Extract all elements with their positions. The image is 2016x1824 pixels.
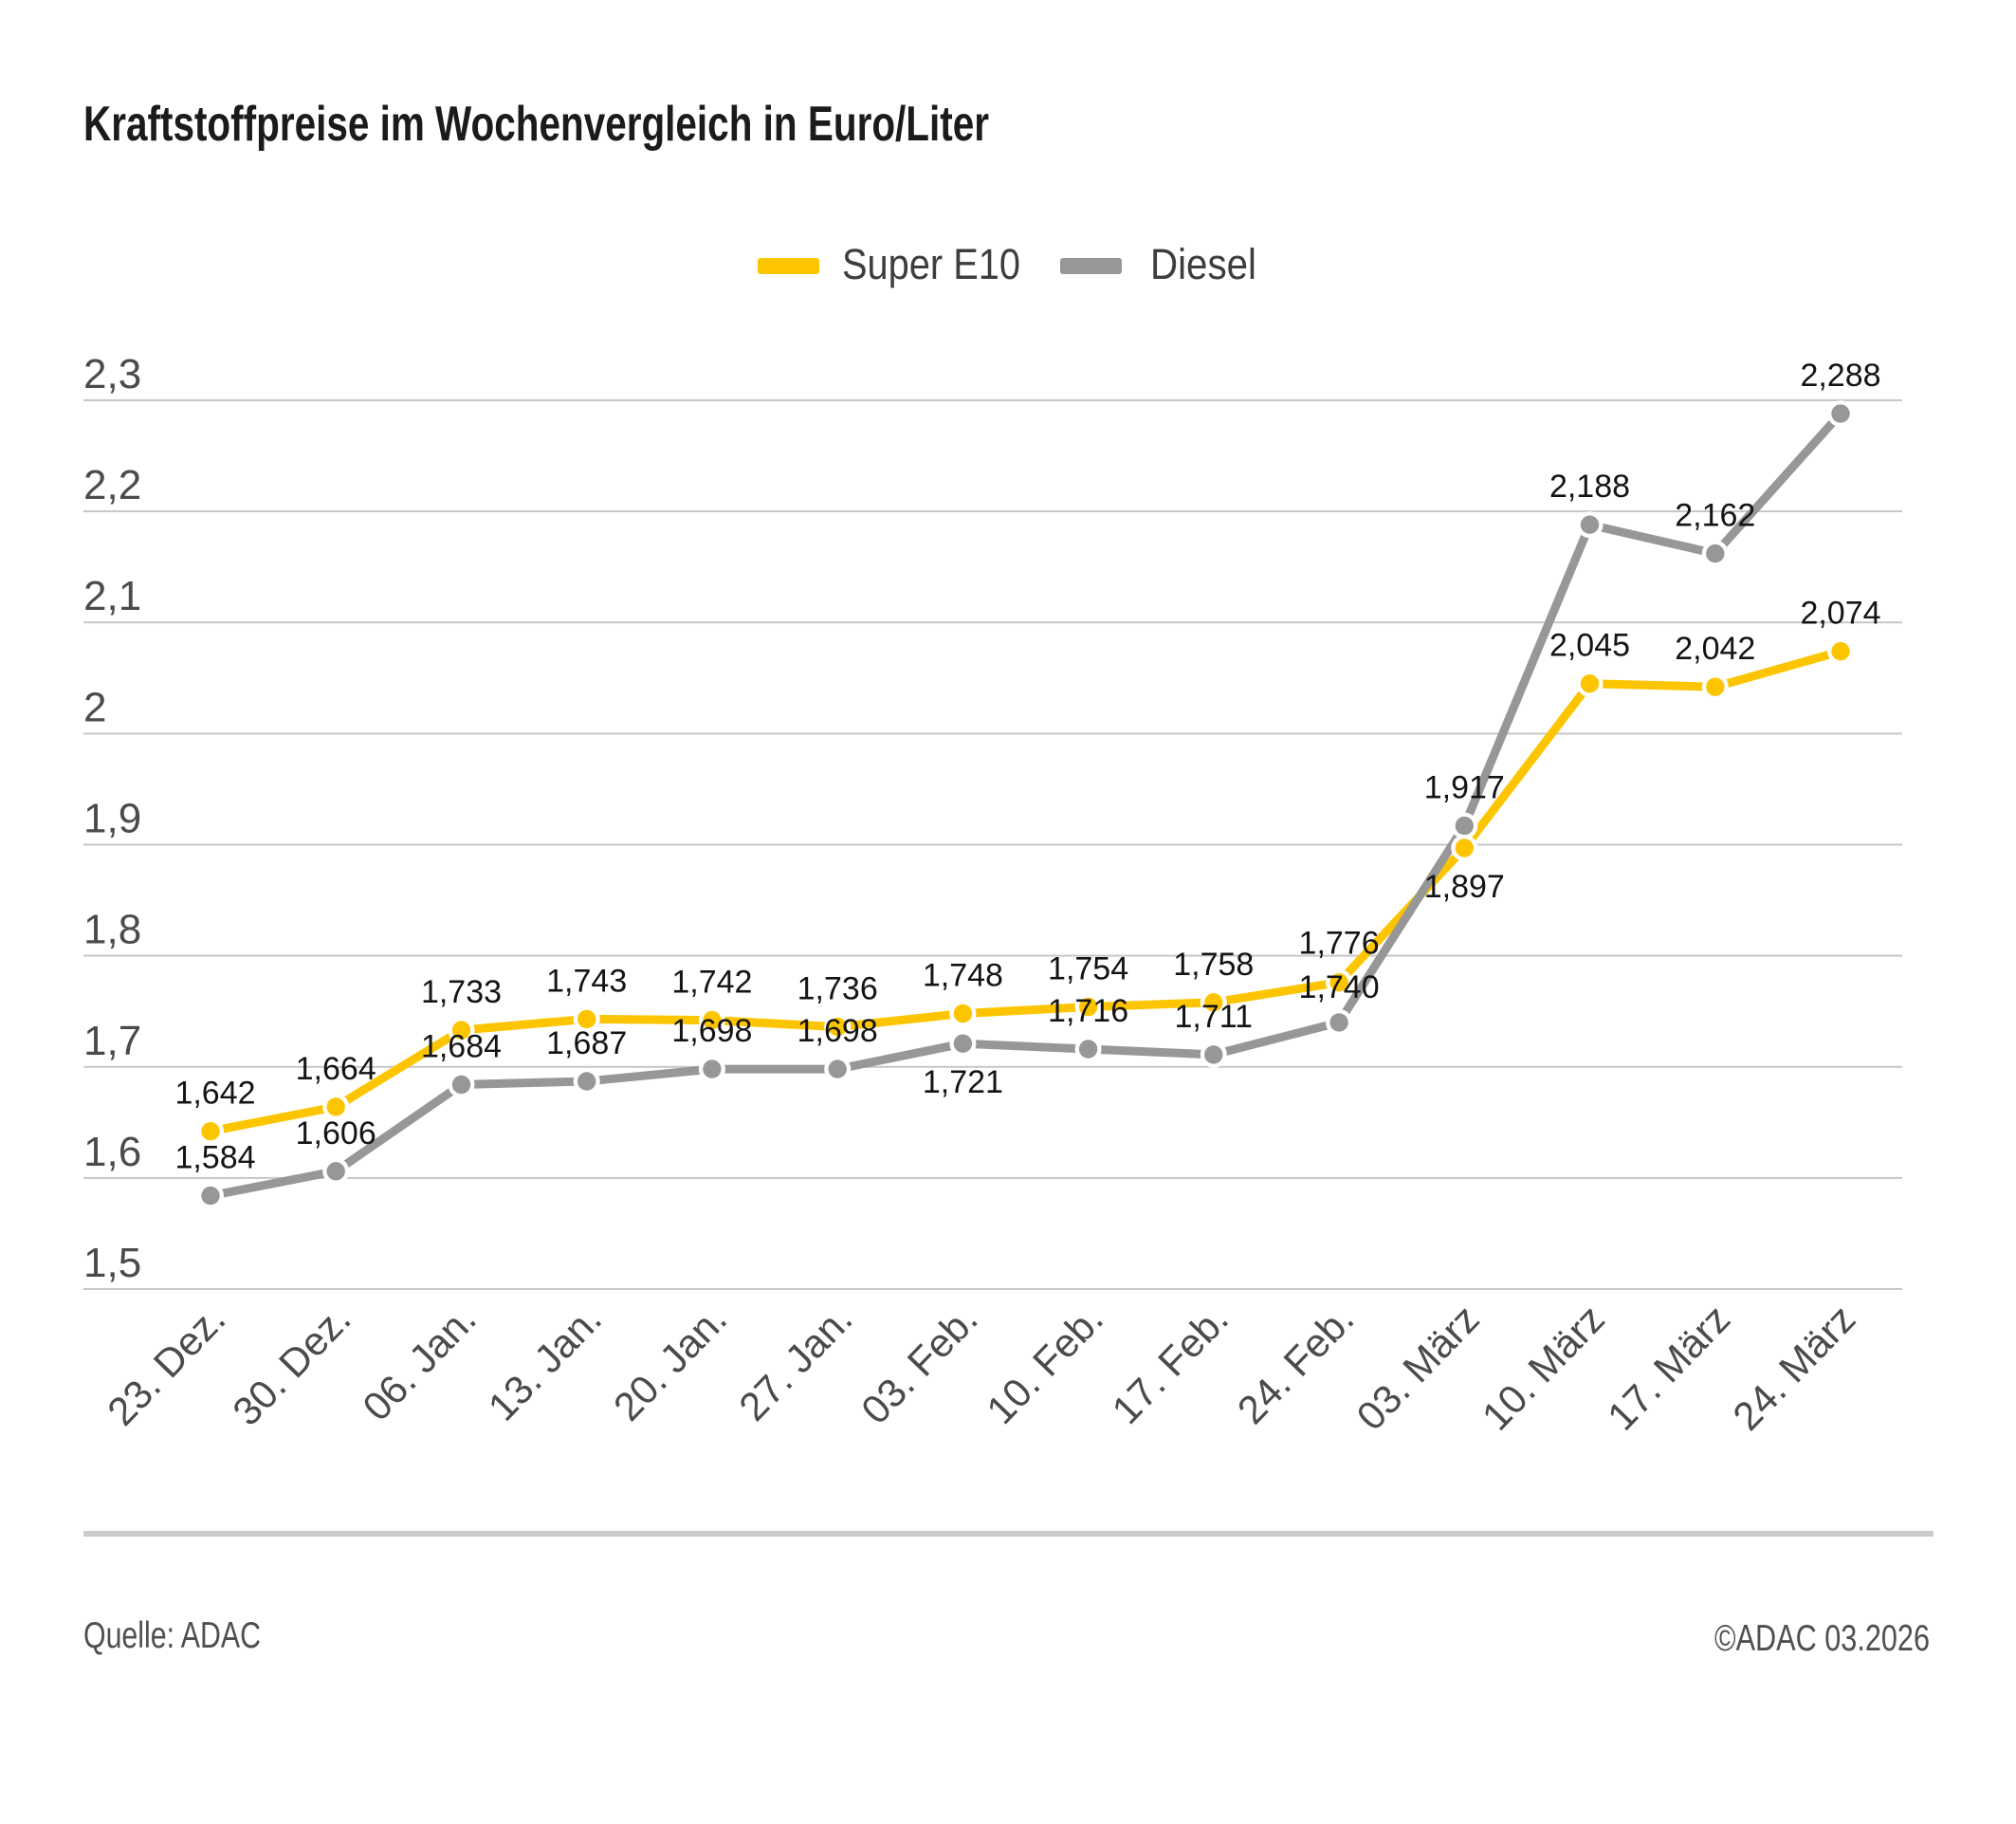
svg-text:©ADAC 03.2026: ©ADAC 03.2026 [1714,1618,1930,1659]
svg-text:1,733: 1,733 [421,974,502,1010]
svg-text:2,3: 2,3 [83,351,141,397]
svg-text:1,5: 1,5 [83,1240,141,1286]
svg-text:1,736: 1,736 [797,971,878,1007]
svg-text:1,606: 1,606 [296,1115,376,1152]
svg-text:1,664: 1,664 [296,1051,376,1087]
svg-text:1,7: 1,7 [83,1018,141,1064]
svg-text:1,917: 1,917 [1424,770,1505,806]
svg-text:1,721: 1,721 [923,1064,1003,1100]
svg-text:1,8: 1,8 [83,907,141,953]
svg-text:1,6: 1,6 [83,1129,141,1175]
svg-text:1,897: 1,897 [1424,869,1505,905]
svg-text:1,684: 1,684 [421,1029,502,1065]
svg-text:2,162: 2,162 [1675,498,1755,534]
svg-text:1,687: 1,687 [546,1025,627,1061]
svg-text:1,776: 1,776 [1299,926,1380,962]
svg-text:2,288: 2,288 [1800,358,1880,394]
svg-text:1,740: 1,740 [1299,969,1380,1005]
svg-text:2,2: 2,2 [83,462,141,508]
svg-text:1,743: 1,743 [546,963,627,999]
svg-text:Kraftstoffpreise im Wochenverg: Kraftstoffpreise im Wochenvergleich in E… [83,97,989,152]
svg-text:1,698: 1,698 [671,1013,752,1049]
svg-text:2,188: 2,188 [1549,469,1630,505]
svg-text:2,1: 2,1 [83,573,141,619]
svg-text:1,754: 1,754 [1048,951,1128,987]
svg-text:1,698: 1,698 [797,1013,878,1049]
svg-text:2,045: 2,045 [1549,628,1630,664]
svg-text:1,742: 1,742 [671,965,752,1001]
svg-text:1,716: 1,716 [1048,993,1128,1029]
svg-text:1,748: 1,748 [923,958,1003,994]
svg-text:1,9: 1,9 [83,796,141,842]
svg-text:Super E10: Super E10 [842,240,1020,288]
svg-text:2,074: 2,074 [1800,596,1880,632]
svg-text:2,042: 2,042 [1675,631,1755,667]
svg-text:Quelle: ADAC: Quelle: ADAC [83,1615,261,1656]
svg-text:1,711: 1,711 [1175,999,1254,1035]
svg-text:1,584: 1,584 [174,1140,255,1176]
svg-text:1,758: 1,758 [1173,947,1254,983]
svg-text:2: 2 [83,684,106,730]
svg-text:Diesel: Diesel [1150,240,1256,288]
svg-text:1,642: 1,642 [174,1076,255,1112]
